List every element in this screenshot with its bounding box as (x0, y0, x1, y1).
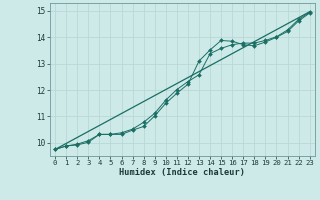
X-axis label: Humidex (Indice chaleur): Humidex (Indice chaleur) (119, 168, 245, 177)
